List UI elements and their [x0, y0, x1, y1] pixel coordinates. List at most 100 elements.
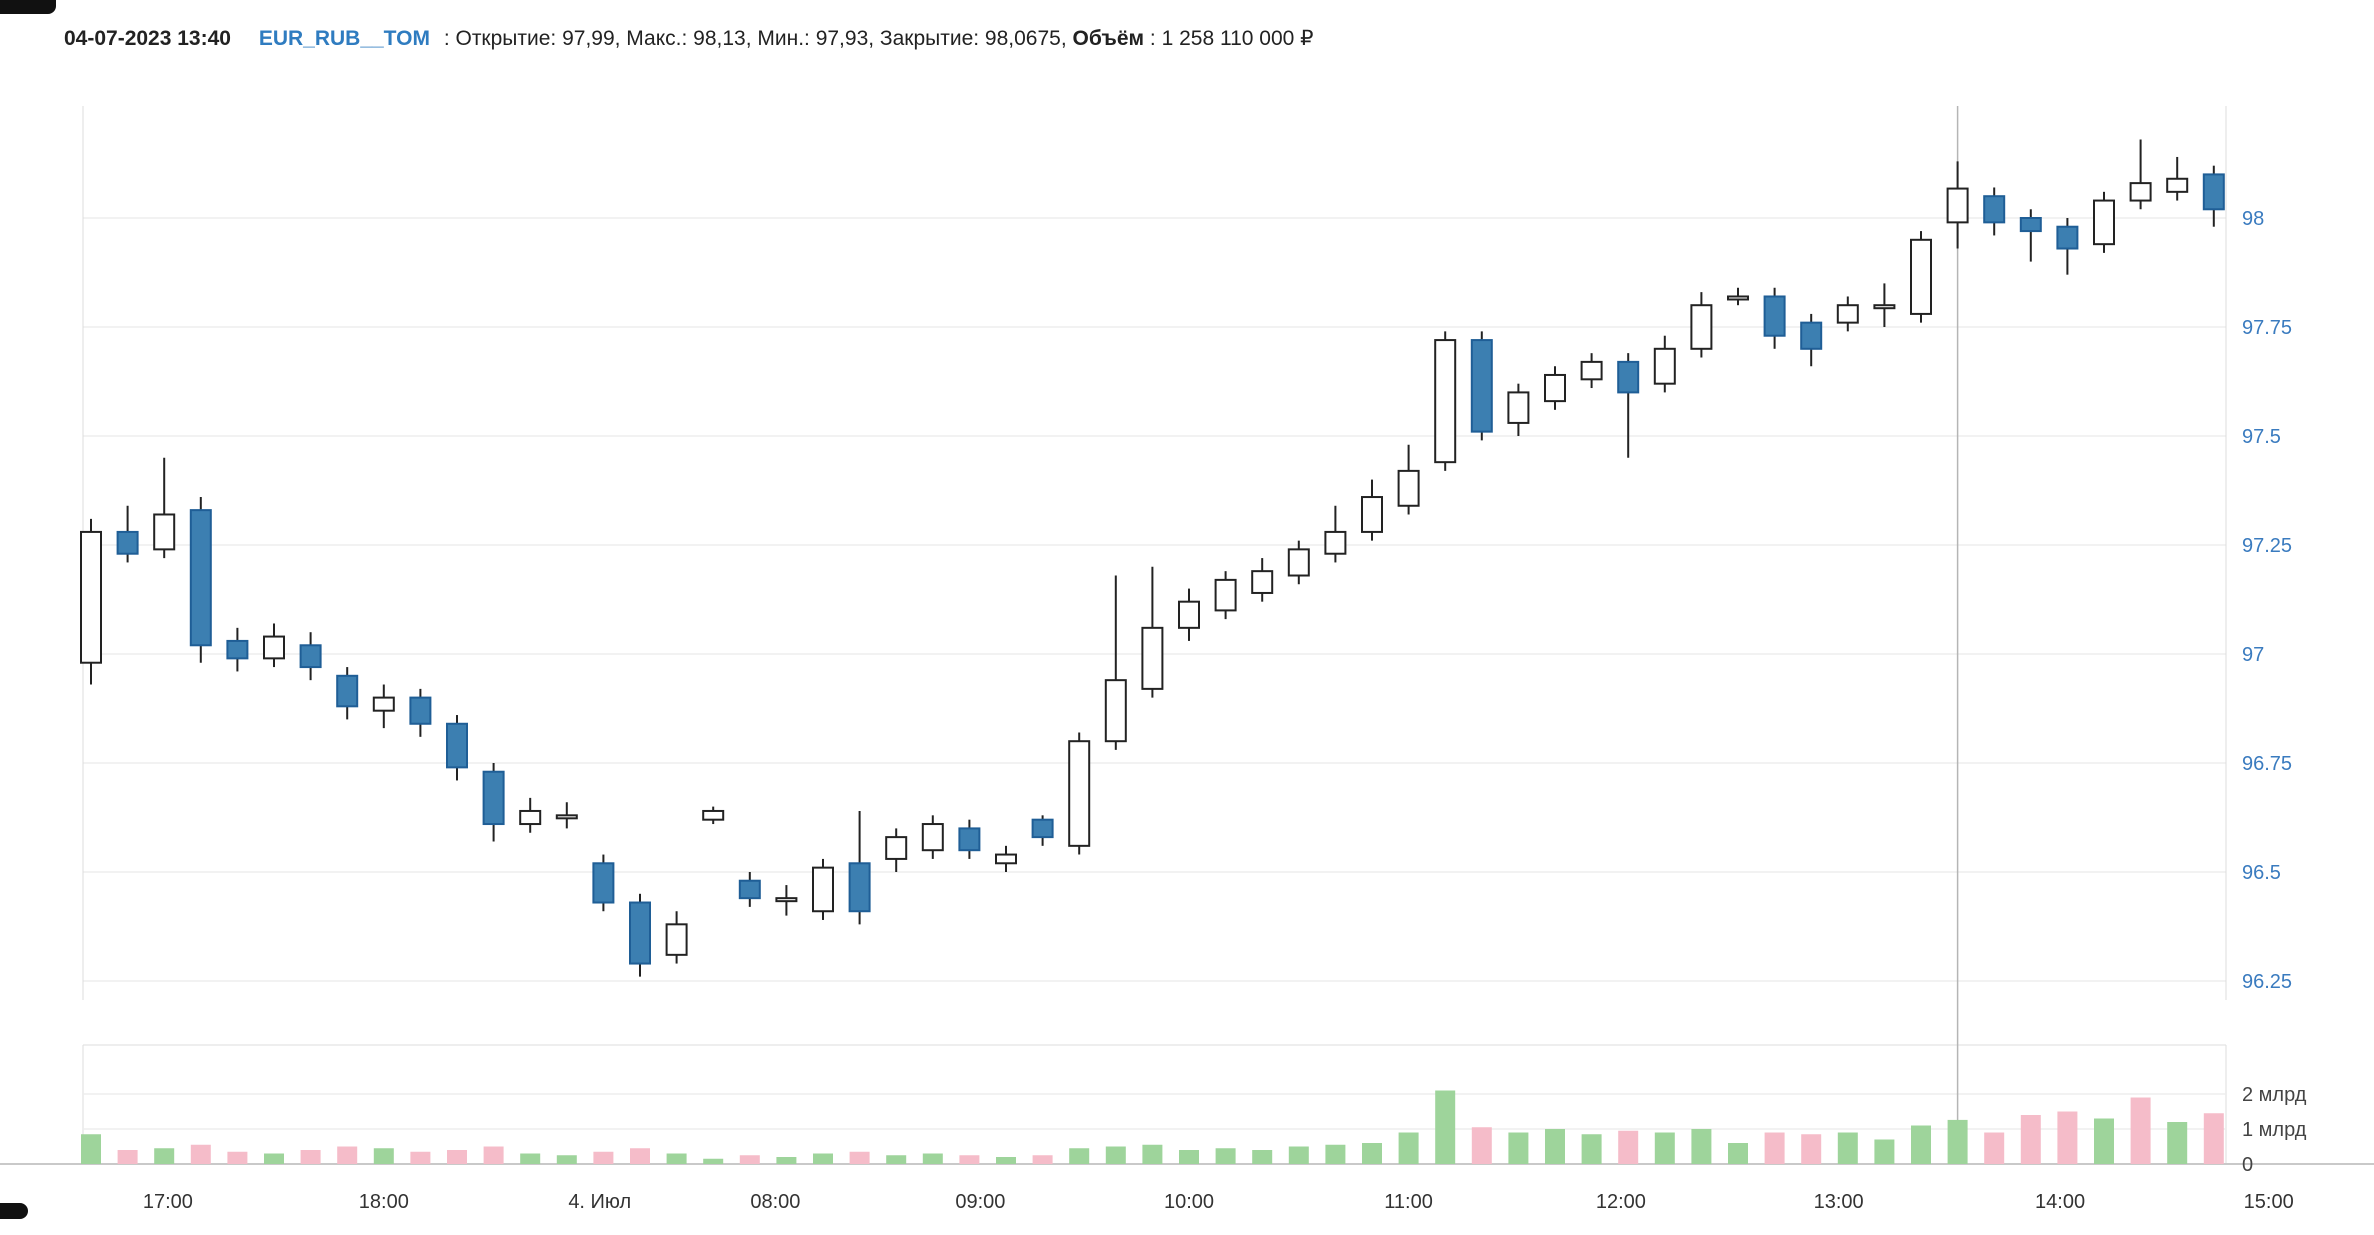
candle[interactable] — [1800, 313, 1823, 367]
volume-bar[interactable] — [1947, 1119, 1968, 1164]
volume-bar[interactable] — [2130, 1097, 2151, 1165]
candle[interactable] — [1544, 366, 1566, 410]
volume-bar[interactable] — [2020, 1115, 2041, 1164]
candle[interactable] — [1507, 383, 1530, 436]
volume-bar[interactable] — [373, 1148, 394, 1164]
volume-bar[interactable] — [1874, 1139, 1895, 1165]
volume-bar[interactable] — [1764, 1132, 1785, 1165]
volume-bar[interactable] — [813, 1153, 833, 1165]
volume-bar[interactable] — [1362, 1143, 1382, 1164]
candle[interactable] — [519, 797, 542, 833]
candle[interactable] — [1983, 187, 2006, 236]
candle[interactable] — [372, 684, 395, 729]
candle[interactable] — [738, 872, 761, 907]
candle[interactable] — [1580, 353, 1603, 389]
volume-bar[interactable] — [520, 1153, 541, 1165]
candle[interactable] — [409, 688, 432, 737]
candle[interactable] — [812, 858, 834, 920]
candle[interactable] — [2093, 191, 2115, 253]
candle[interactable] — [848, 810, 871, 925]
volume-bar[interactable] — [1142, 1144, 1163, 1164]
candle[interactable] — [702, 806, 725, 825]
volume-bar[interactable] — [1508, 1132, 1529, 1165]
volume-bar[interactable] — [1032, 1155, 1053, 1164]
volume-bar[interactable] — [1618, 1130, 1639, 1164]
candle[interactable] — [1690, 292, 1713, 358]
volume-bar[interactable] — [1069, 1148, 1090, 1164]
candle[interactable] — [2056, 218, 2079, 275]
volume-bar[interactable] — [1837, 1132, 1858, 1165]
candle[interactable] — [1287, 540, 1310, 585]
candle[interactable] — [1214, 571, 1237, 620]
candle[interactable] — [1470, 331, 1493, 441]
candle[interactable] — [263, 623, 285, 668]
volume-bar[interactable] — [1911, 1125, 1931, 1165]
candle[interactable] — [1031, 815, 1054, 846]
candle[interactable] — [1361, 479, 1383, 541]
candle[interactable] — [1434, 331, 1457, 471]
candle[interactable] — [1324, 505, 1347, 563]
volume-bar[interactable] — [483, 1146, 504, 1165]
volume-bar[interactable] — [849, 1151, 870, 1164]
symbol-link[interactable]: EUR_RUB__TOM — [258, 27, 430, 50]
candle[interactable] — [555, 802, 578, 829]
candle[interactable] — [2166, 156, 2189, 201]
candle[interactable] — [299, 632, 322, 681]
volume-bar[interactable] — [1215, 1148, 1236, 1164]
volume-bar[interactable] — [666, 1153, 687, 1165]
volume-bar[interactable] — [300, 1150, 321, 1164]
candle[interactable] — [1397, 444, 1420, 515]
candle[interactable] — [2019, 209, 2042, 262]
volume-bar[interactable] — [1288, 1146, 1309, 1165]
volume-bar[interactable] — [1654, 1132, 1675, 1165]
volume-bar[interactable] — [1691, 1129, 1712, 1164]
volume-bar[interactable] — [1984, 1132, 2005, 1165]
volume-bar[interactable] — [1179, 1150, 1199, 1164]
candle[interactable] — [116, 505, 139, 563]
candle[interactable] — [1653, 335, 1676, 393]
volume-bar[interactable] — [227, 1151, 248, 1164]
volume-bar[interactable] — [117, 1150, 138, 1164]
candle[interactable] — [226, 627, 249, 672]
candle[interactable] — [1617, 353, 1640, 458]
volume-bar[interactable] — [264, 1153, 284, 1165]
volume-bar[interactable] — [739, 1155, 760, 1164]
candle[interactable] — [189, 497, 212, 663]
volume-bar[interactable] — [1435, 1090, 1456, 1165]
volume-bar[interactable] — [2094, 1118, 2114, 1165]
volume-bar[interactable] — [154, 1148, 175, 1164]
candle[interactable] — [80, 518, 102, 685]
volume-bar[interactable] — [1325, 1144, 1346, 1164]
candle[interactable] — [1141, 566, 1164, 698]
volume-bar[interactable] — [2057, 1111, 2078, 1165]
candle[interactable] — [482, 763, 505, 842]
candle[interactable] — [592, 854, 615, 912]
candle[interactable] — [2202, 165, 2225, 227]
volume-bar[interactable] — [922, 1153, 943, 1165]
volume-bar[interactable] — [776, 1157, 797, 1164]
volume-bar[interactable] — [959, 1155, 980, 1164]
volume-bar[interactable] — [81, 1134, 101, 1164]
volume-bar[interactable] — [190, 1144, 211, 1164]
volume-bar[interactable] — [1545, 1129, 1565, 1164]
candle[interactable] — [336, 667, 359, 720]
candle[interactable] — [1946, 161, 1969, 249]
candle[interactable] — [885, 828, 908, 872]
candle[interactable] — [958, 819, 981, 859]
candle[interactable] — [1763, 287, 1786, 349]
volume-bar[interactable] — [1252, 1150, 1273, 1164]
candle[interactable] — [775, 885, 798, 916]
volume-bar[interactable] — [1801, 1134, 1822, 1164]
candle[interactable] — [1873, 283, 1896, 327]
volume-bar[interactable] — [1728, 1143, 1748, 1164]
candle[interactable] — [446, 715, 468, 781]
volume-bar[interactable] — [1105, 1146, 1126, 1165]
candle[interactable] — [629, 893, 651, 977]
candle[interactable] — [665, 911, 688, 964]
candle[interactable] — [995, 845, 1017, 872]
volume-bar[interactable] — [410, 1151, 431, 1164]
volume-bar[interactable] — [703, 1158, 724, 1164]
volume-bar[interactable] — [1398, 1132, 1419, 1165]
